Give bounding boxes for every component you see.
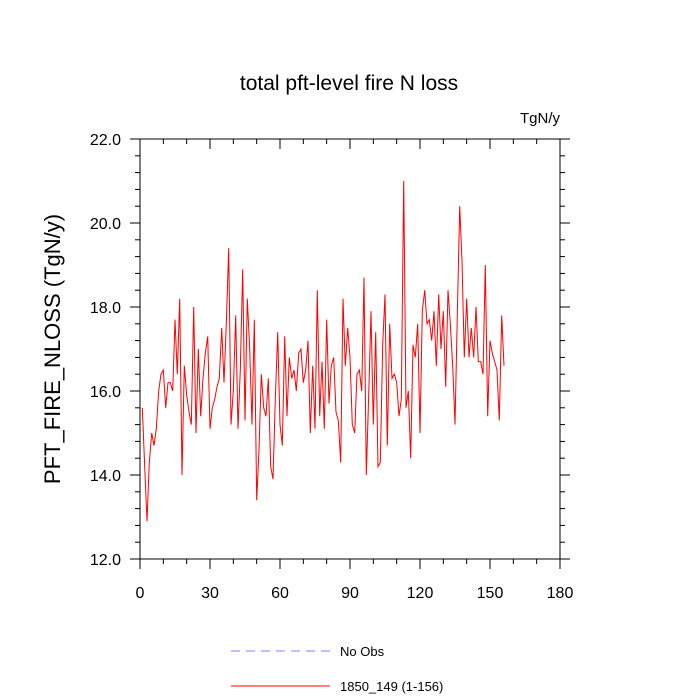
x-tick-label: 30 <box>201 585 219 602</box>
x-tick-label: 0 <box>136 585 145 602</box>
x-tick-label: 150 <box>477 585 504 602</box>
y-axis-label: PFT_FIRE_NLOSS (TgN/y) <box>40 214 65 484</box>
y-tick-label: 12.0 <box>90 552 121 569</box>
series-group <box>141 180 505 522</box>
y-tick-labels: 12.0 14.0 16.0 18.0 20.0 22.0 <box>90 132 121 569</box>
x-tick-label: 60 <box>271 585 289 602</box>
legend-label-series: 1850_149 (1-156) <box>340 679 443 694</box>
plot-frame <box>139 138 561 560</box>
chart-title: total pft-level fire N loss <box>240 72 458 95</box>
x-tick-label: 120 <box>407 585 434 602</box>
y-tick-label: 20.0 <box>90 216 121 233</box>
units-label: TgN/y <box>520 110 561 127</box>
y-tick-label: 18.0 <box>90 300 121 317</box>
x-tick-label: 180 <box>547 585 574 602</box>
x-tick-labels: 0 30 60 90 120 150 180 <box>136 585 574 602</box>
x-tick-label: 90 <box>341 585 359 602</box>
series-line <box>141 180 505 522</box>
y-tick-label: 22.0 <box>90 132 121 149</box>
y-tick-label: 16.0 <box>90 384 121 401</box>
legend-label-no-obs: No Obs <box>340 644 385 659</box>
y-tick-label: 14.0 <box>90 468 121 485</box>
